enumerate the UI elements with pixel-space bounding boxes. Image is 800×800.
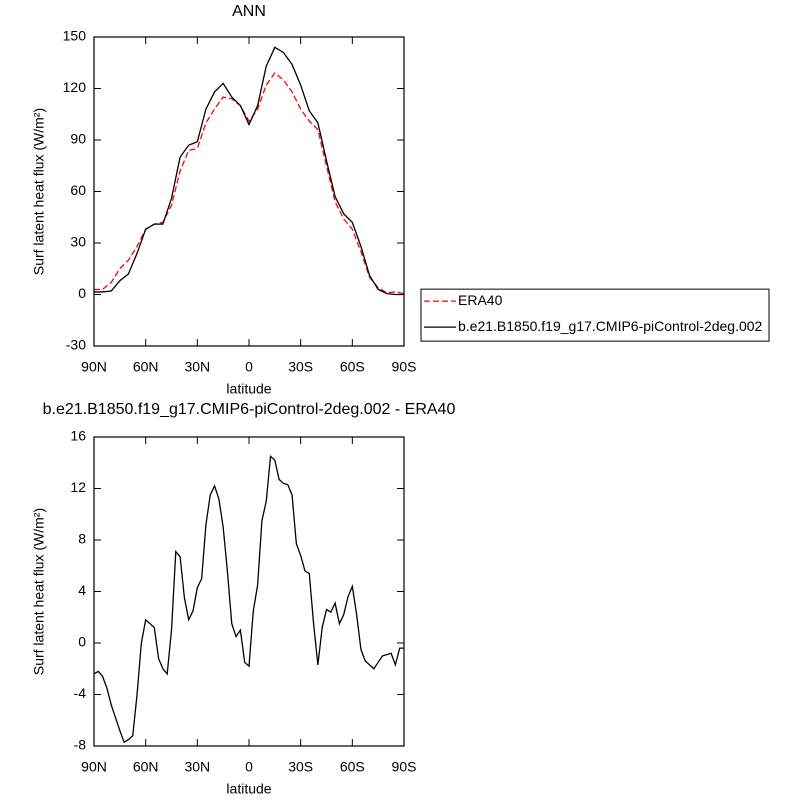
plot-frame	[93, 36, 405, 347]
y-tick-label: -4	[74, 685, 87, 701]
y-tick-label: 120	[63, 79, 87, 95]
x-tick-label: 0	[245, 759, 253, 775]
y-tick-label: -30	[66, 337, 86, 353]
y-tick-label: 4	[78, 582, 86, 598]
y-tick-label: -8	[74, 737, 87, 753]
plot-frame	[93, 436, 405, 747]
y-tick-label: 60	[70, 182, 86, 198]
y-tick-label: 8	[78, 531, 86, 547]
y-axis-label: Surf latent heat flux (W/m²)	[31, 108, 47, 275]
y-tick-label: 12	[70, 479, 86, 495]
x-tick-label: 90N	[81, 759, 107, 775]
y-tick-label: 16	[70, 428, 86, 444]
x-tick-label: 30N	[184, 759, 210, 775]
x-tick-label: 0	[245, 359, 253, 375]
x-tick-label: 90N	[81, 359, 107, 375]
x-tick-label: 30S	[288, 759, 313, 775]
legend-label: b.e21.B1850.f19_g17.CMIP6-piControl-2deg…	[458, 318, 763, 334]
legend-box	[420, 288, 770, 342]
x-tick-label: 30S	[288, 359, 313, 375]
x-tick-label: 90S	[392, 359, 417, 375]
x-tick-label: 60N	[133, 759, 159, 775]
data-line	[93, 454, 404, 744]
data-line	[94, 46, 404, 296]
y-tick-label: 0	[78, 634, 86, 650]
x-tick-label: 90S	[392, 759, 417, 775]
legend-label: ERA40	[458, 292, 503, 308]
chart-title: ANN	[232, 3, 266, 20]
x-tick-label: 60S	[340, 359, 365, 375]
y-tick-label: 30	[70, 234, 86, 250]
x-axis-label: latitude	[226, 381, 271, 397]
y-tick-label: 90	[70, 131, 86, 147]
x-tick-label: 60N	[133, 359, 159, 375]
y-tick-label: 0	[78, 285, 86, 301]
x-tick-label: 60S	[340, 759, 365, 775]
y-axis-label: Surf latent heat flux (W/m²)	[31, 508, 47, 675]
x-axis-label: latitude	[226, 781, 271, 797]
x-tick-label: 30N	[184, 359, 210, 375]
data-line	[94, 72, 405, 295]
chart-title: b.e21.B1850.f19_g17.CMIP6-piControl-2deg…	[43, 401, 456, 418]
y-tick-label: 150	[63, 28, 87, 44]
